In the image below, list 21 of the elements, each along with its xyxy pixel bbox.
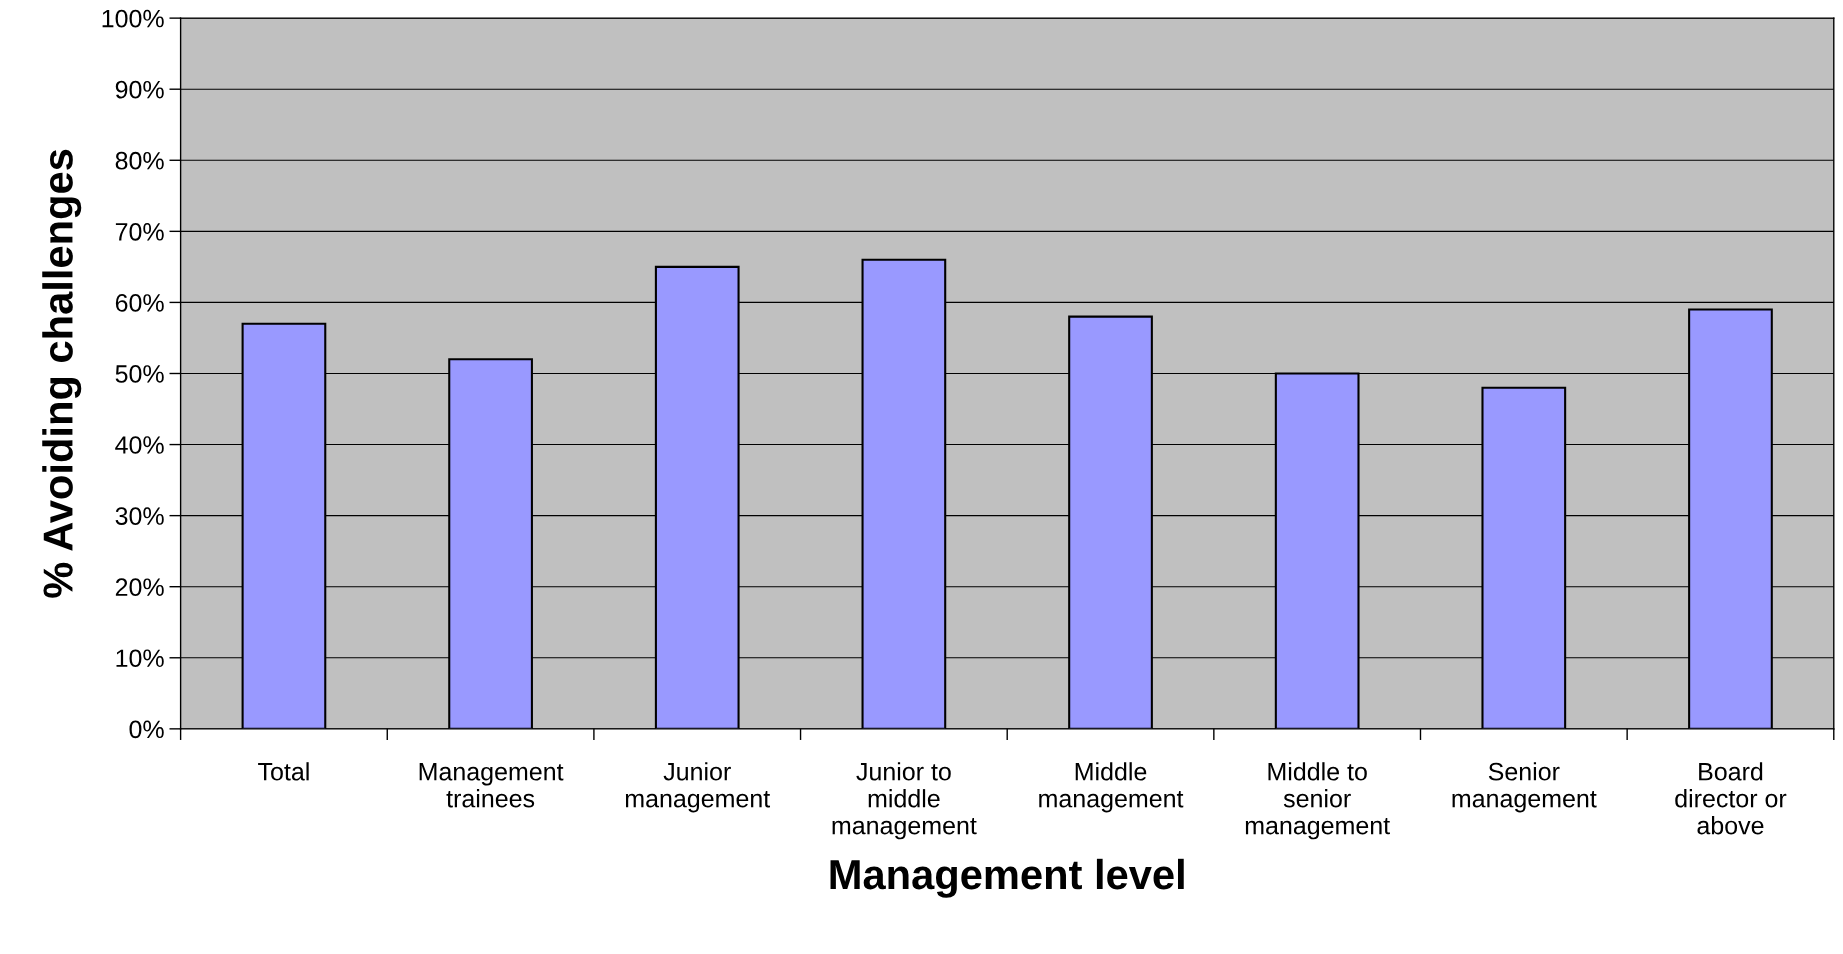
y-tick-label: 90% [115,80,164,99]
x-tick-label: Management trainees [419,763,564,808]
y-tick-label: 70% [115,222,164,241]
y-tick-label: 80% [115,151,164,170]
x-tick-label: Senior management [1452,762,1597,813]
y-tick-label: 100% [102,9,164,28]
x-tick-label: Board director or above [1675,762,1787,835]
x-tick-label: Total [258,762,309,781]
x-tick-label: Junior management [625,762,771,813]
y-tick-label: 10% [116,649,164,668]
y-tick-label: 60% [115,294,164,312]
y-tick-label: 0% [129,720,164,739]
y-tick-label: 50% [115,365,164,383]
x-tick-label: Junior to middle management [832,762,977,840]
y-axis-title: % Avoiding challenges [42,149,82,598]
y-tick-label: 30% [115,507,164,525]
y-tick-label: 20% [115,578,164,597]
x-tick-label: Middle to senior management [1245,762,1390,840]
x-tick-label: Middle management [1039,762,1184,813]
y-tick-label: 40% [115,436,164,454]
x-axis-title: Management level [830,858,1184,898]
